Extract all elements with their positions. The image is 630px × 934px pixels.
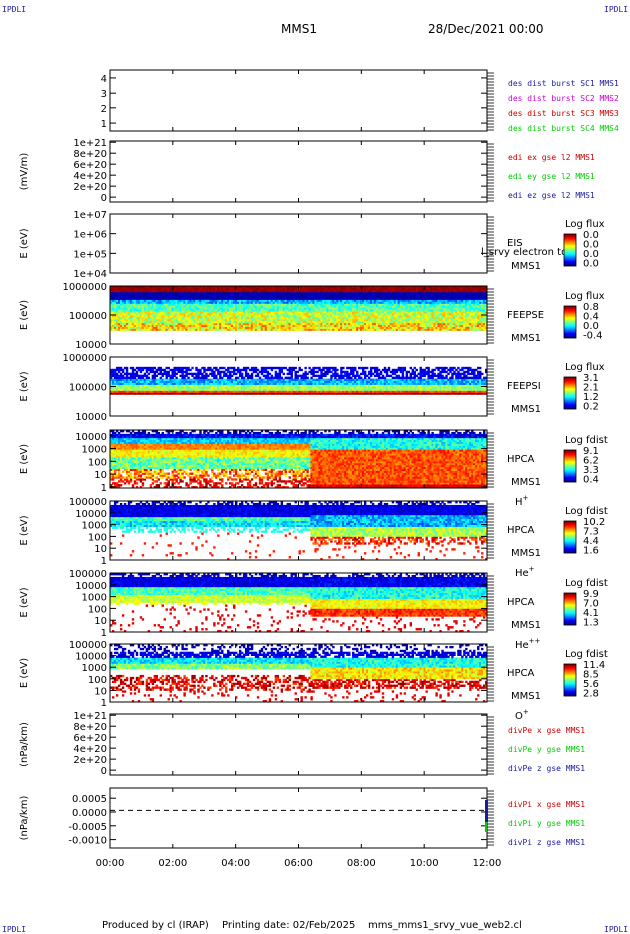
y-tick-label: 1e+21 (73, 138, 107, 149)
y-axis-label: E (eV) (19, 228, 30, 258)
spacecraft-label: MMS1 (511, 261, 541, 272)
y-tick-label: 0 (101, 193, 107, 204)
y-tick-label: 1 (101, 119, 107, 130)
y-tick-label: 1e+07 (73, 210, 107, 221)
legend-label: edi ex gse l2 MMS1 (508, 153, 595, 162)
y-tick-label: 4 (101, 74, 107, 85)
y-tick-label: 3 (101, 89, 107, 100)
summary-plot: 1 2 3 4 des dist burst SC1 MMS1 des dist burs… (0, 0, 630, 934)
panel-frame (110, 70, 487, 131)
colorbar-tick-label: 0.0 (583, 259, 599, 270)
overlay-text: l_srvy electron to (481, 247, 567, 258)
y-tick-label: 6e+20 (73, 160, 107, 171)
y-tick-label: 1e+04 (73, 269, 107, 280)
y-tick-label: 2e+20 (73, 182, 107, 193)
colorbar-title: Log flux (565, 219, 605, 230)
legend-label: edi ez gse l2 MMS1 (508, 191, 595, 200)
y-tick-label: 2 (101, 104, 107, 115)
y-tick-label: 4e+20 (73, 171, 107, 182)
panel-des-dist-burst: 1 2 3 4 des dist burst SC1 MMS1 des dist burs… (101, 70, 619, 133)
panel-frame (110, 141, 487, 202)
legend-label: des dist burst SC4 MMS4 (508, 124, 619, 133)
y-tick-label: 1e+05 (73, 249, 107, 260)
y-axis-label: (mV/m) (19, 153, 30, 191)
legend-label: des dist burst SC2 MMS2 (508, 94, 619, 103)
y-tick-label: 8e+20 (73, 149, 107, 160)
legend-label: des dist burst SC1 MMS1 (508, 79, 619, 88)
panel-frame (110, 214, 487, 273)
legend-label: edi ey gse l2 MMS1 (508, 172, 595, 181)
legend-label: des dist burst SC3 MMS3 (508, 109, 619, 118)
y-tick-label: 1e+06 (73, 230, 107, 241)
